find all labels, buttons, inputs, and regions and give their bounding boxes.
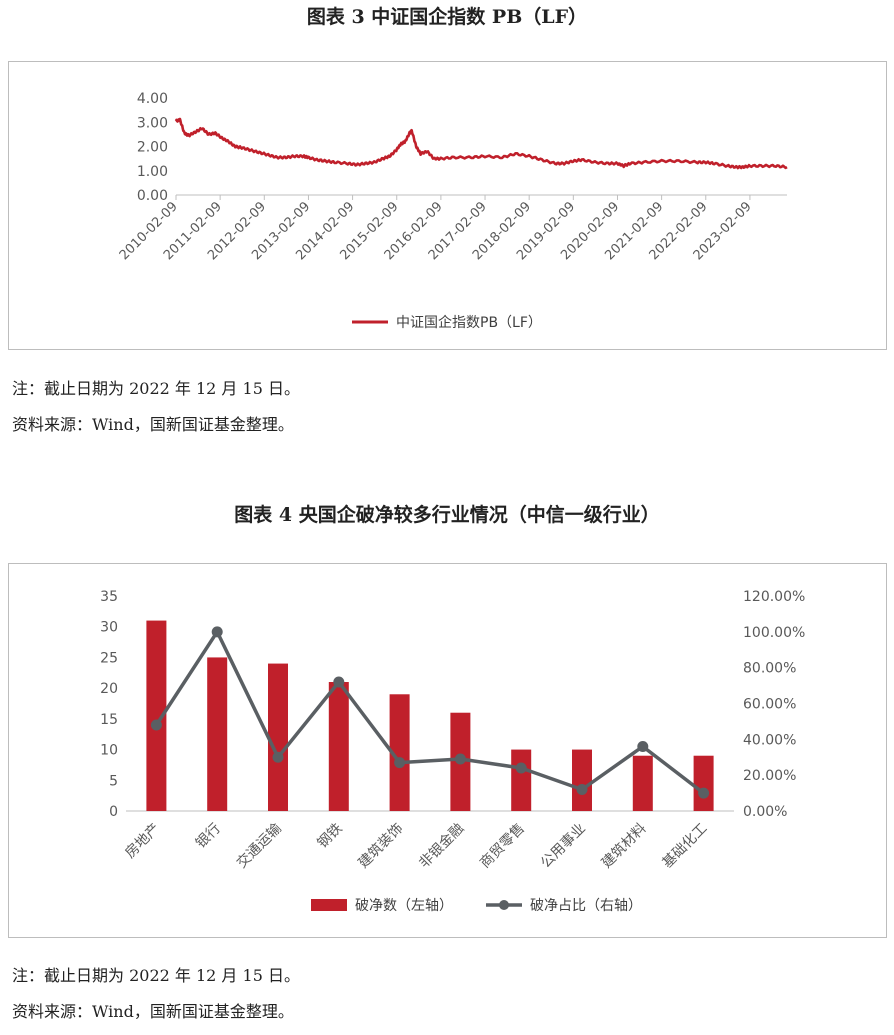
chart4-source: 资料来源：Wind，国新国证基金整理。: [12, 1002, 294, 1021]
category-label: 交通运输: [233, 820, 285, 872]
left-y-tick-label: 20: [100, 681, 118, 697]
category-label: 商贸零售: [477, 821, 528, 872]
pb-line-chart: 0.001.002.003.004.002010-02-092011-02-09…: [117, 91, 788, 331]
category-label: 建筑装饰: [356, 821, 407, 872]
y-tick-label: 0.00: [137, 188, 168, 204]
right-y-tick-label: 100.00%: [743, 625, 805, 641]
legend-line-label: 破净占比（右轴）: [530, 898, 642, 914]
bar-建筑装饰: [389, 694, 410, 811]
pb-series-line: [174, 117, 788, 170]
right-y-tick-label: 120.00%: [743, 589, 805, 605]
chart3-note: 注：截止日期为 2022 年 12 月 15 日。: [12, 379, 300, 398]
left-y-tick-label: 5: [109, 773, 118, 789]
bar-房地产: [146, 620, 167, 811]
right-y-tick-label: 20.00%: [743, 768, 796, 784]
category-label: 建筑材料: [599, 821, 650, 872]
bar-公用事业: [572, 749, 592, 811]
chart4-panel: 0 5 10 15 20 25 30 35 0.00% 20.00% 40.00% 60.00% 80.…: [8, 563, 887, 938]
left-y-tick-label: 10: [100, 743, 118, 759]
ratio-point-银行: [211, 626, 223, 638]
chart3-source: 资料来源：Wind，国新国证基金整理。: [12, 415, 294, 434]
category-label: 非银金融: [416, 821, 467, 872]
bar-交通运输: [268, 663, 288, 811]
category-label: 钢铁: [315, 821, 346, 852]
y-tick-label: 3.00: [137, 115, 168, 131]
ratio-point-建筑材料: [637, 741, 649, 752]
ratio-point-商贸零售: [515, 762, 527, 774]
ratio-point-钢铁: [333, 676, 345, 688]
legend-label: 中证国企指数PB（LF）: [396, 314, 542, 331]
ratio-point-基础化工: [698, 787, 710, 799]
left-y-tick-label: 30: [100, 620, 118, 636]
industry-combo-chart: 0 5 10 15 20 25 30 35 0.00% 20.00% 40.00% 60.00% 80.…: [100, 589, 805, 914]
left-y-tick-label: 25: [100, 650, 118, 666]
chart3-panel: 0.00 1.00 2.00 3.00 4.00 2010-02-09 2011-02-09…: [8, 61, 887, 350]
right-y-tick-label: 80.00%: [743, 661, 796, 677]
chart4-title: 图表 4 央国企破净较多行业情况（中信一级行业）: [234, 504, 660, 526]
right-y-tick-label: 60.00%: [743, 697, 796, 713]
y-tick-label: 2.00: [137, 140, 168, 156]
category-label: 房地产: [122, 821, 163, 862]
right-y-tick-label: 40.00%: [743, 732, 796, 748]
left-y-tick-label: 0: [109, 804, 118, 820]
ratio-point-建筑装饰: [394, 757, 406, 769]
bar-建筑材料: [632, 755, 653, 811]
ratio-point-房地产: [150, 719, 162, 731]
left-y-tick-label: 35: [100, 589, 118, 605]
right-y-tick-label: 0.00%: [743, 804, 787, 820]
left-y-tick-label: 15: [100, 712, 118, 728]
ratio-point-交通运输: [272, 751, 284, 763]
chart3-title: 图表 3 中证国企指数 PB（LF）: [306, 6, 588, 28]
category-label: 基础化工: [659, 820, 711, 872]
y-tick-label: 1.00: [137, 164, 168, 180]
y-tick-label: 4.00: [137, 91, 168, 107]
bar-银行: [207, 657, 228, 811]
legend-line-marker: [499, 900, 509, 910]
legend-bar-label: 破净数（左轴）: [355, 898, 453, 914]
legend-bar-swatch: [311, 899, 347, 911]
ratio-point-公用事业: [576, 784, 588, 795]
ratio-point-非银金融: [454, 753, 466, 765]
category-label: 银行: [193, 821, 224, 852]
bar-基础化工: [693, 755, 714, 811]
bar-商贸零售: [511, 749, 532, 811]
ratio-series-line: [154, 630, 705, 795]
bar-钢铁: [328, 682, 349, 811]
category-label: 公用事业: [538, 821, 589, 872]
chart4-note: 注：截止日期为 2022 年 12 月 15 日。: [12, 966, 300, 985]
